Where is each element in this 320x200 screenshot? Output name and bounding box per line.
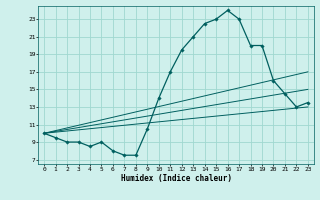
- X-axis label: Humidex (Indice chaleur): Humidex (Indice chaleur): [121, 174, 231, 183]
